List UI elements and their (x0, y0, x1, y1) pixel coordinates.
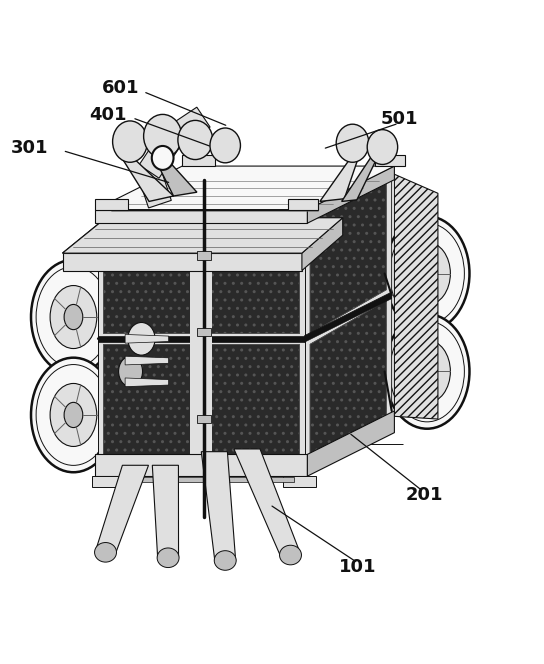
Polygon shape (307, 411, 394, 476)
Ellipse shape (36, 365, 111, 465)
Ellipse shape (64, 304, 83, 329)
Ellipse shape (385, 216, 469, 331)
Ellipse shape (64, 402, 83, 428)
Ellipse shape (390, 223, 465, 324)
Polygon shape (302, 218, 343, 270)
Polygon shape (394, 174, 438, 419)
Polygon shape (103, 344, 299, 460)
Ellipse shape (404, 242, 450, 305)
Polygon shape (307, 166, 394, 223)
Polygon shape (125, 378, 169, 386)
Polygon shape (305, 292, 392, 342)
Polygon shape (92, 476, 131, 487)
Ellipse shape (178, 120, 213, 159)
Polygon shape (288, 199, 318, 210)
Polygon shape (63, 253, 302, 270)
Polygon shape (152, 145, 197, 196)
Polygon shape (342, 153, 380, 201)
Ellipse shape (31, 358, 116, 472)
Polygon shape (98, 335, 305, 342)
Text: 401: 401 (89, 106, 126, 124)
Polygon shape (138, 168, 171, 208)
Polygon shape (95, 465, 149, 552)
Polygon shape (63, 218, 343, 253)
Ellipse shape (157, 548, 179, 568)
Polygon shape (120, 477, 294, 481)
Text: 101: 101 (339, 558, 376, 576)
Polygon shape (98, 169, 392, 212)
Polygon shape (125, 356, 169, 365)
Polygon shape (95, 199, 128, 210)
Ellipse shape (36, 267, 111, 367)
Polygon shape (310, 301, 386, 460)
Text: 601: 601 (102, 79, 139, 98)
Ellipse shape (50, 286, 97, 349)
Ellipse shape (210, 128, 240, 163)
Ellipse shape (113, 121, 147, 162)
Ellipse shape (50, 383, 97, 446)
Ellipse shape (95, 542, 116, 562)
Polygon shape (98, 212, 305, 465)
Polygon shape (310, 174, 386, 333)
Polygon shape (164, 107, 210, 149)
Polygon shape (310, 301, 386, 460)
Ellipse shape (31, 260, 116, 374)
Polygon shape (63, 218, 343, 253)
Polygon shape (190, 210, 212, 468)
Polygon shape (122, 150, 174, 201)
Polygon shape (305, 169, 392, 465)
Polygon shape (182, 155, 215, 166)
Polygon shape (125, 335, 169, 343)
Text: 501: 501 (381, 110, 418, 127)
Ellipse shape (119, 356, 143, 386)
Text: 301: 301 (11, 139, 48, 157)
Polygon shape (197, 252, 211, 260)
Ellipse shape (128, 323, 155, 355)
Ellipse shape (390, 321, 465, 422)
Polygon shape (103, 218, 299, 333)
Ellipse shape (144, 114, 182, 158)
Polygon shape (197, 415, 211, 424)
Polygon shape (375, 155, 405, 166)
Text: 201: 201 (406, 486, 443, 504)
Ellipse shape (280, 545, 301, 565)
Polygon shape (283, 476, 316, 487)
Polygon shape (197, 327, 211, 337)
Polygon shape (95, 210, 307, 223)
Ellipse shape (404, 340, 450, 403)
Ellipse shape (418, 359, 436, 384)
Ellipse shape (152, 146, 174, 170)
Polygon shape (95, 454, 307, 476)
Polygon shape (139, 132, 181, 178)
Polygon shape (310, 174, 386, 333)
Polygon shape (152, 465, 178, 558)
Polygon shape (234, 449, 301, 555)
Ellipse shape (385, 314, 469, 429)
Ellipse shape (418, 261, 436, 286)
Polygon shape (103, 344, 299, 460)
Ellipse shape (214, 550, 236, 570)
Polygon shape (95, 166, 394, 210)
Polygon shape (103, 218, 299, 333)
Ellipse shape (336, 124, 369, 162)
Ellipse shape (367, 129, 398, 165)
Polygon shape (320, 151, 361, 201)
Polygon shape (201, 452, 236, 560)
